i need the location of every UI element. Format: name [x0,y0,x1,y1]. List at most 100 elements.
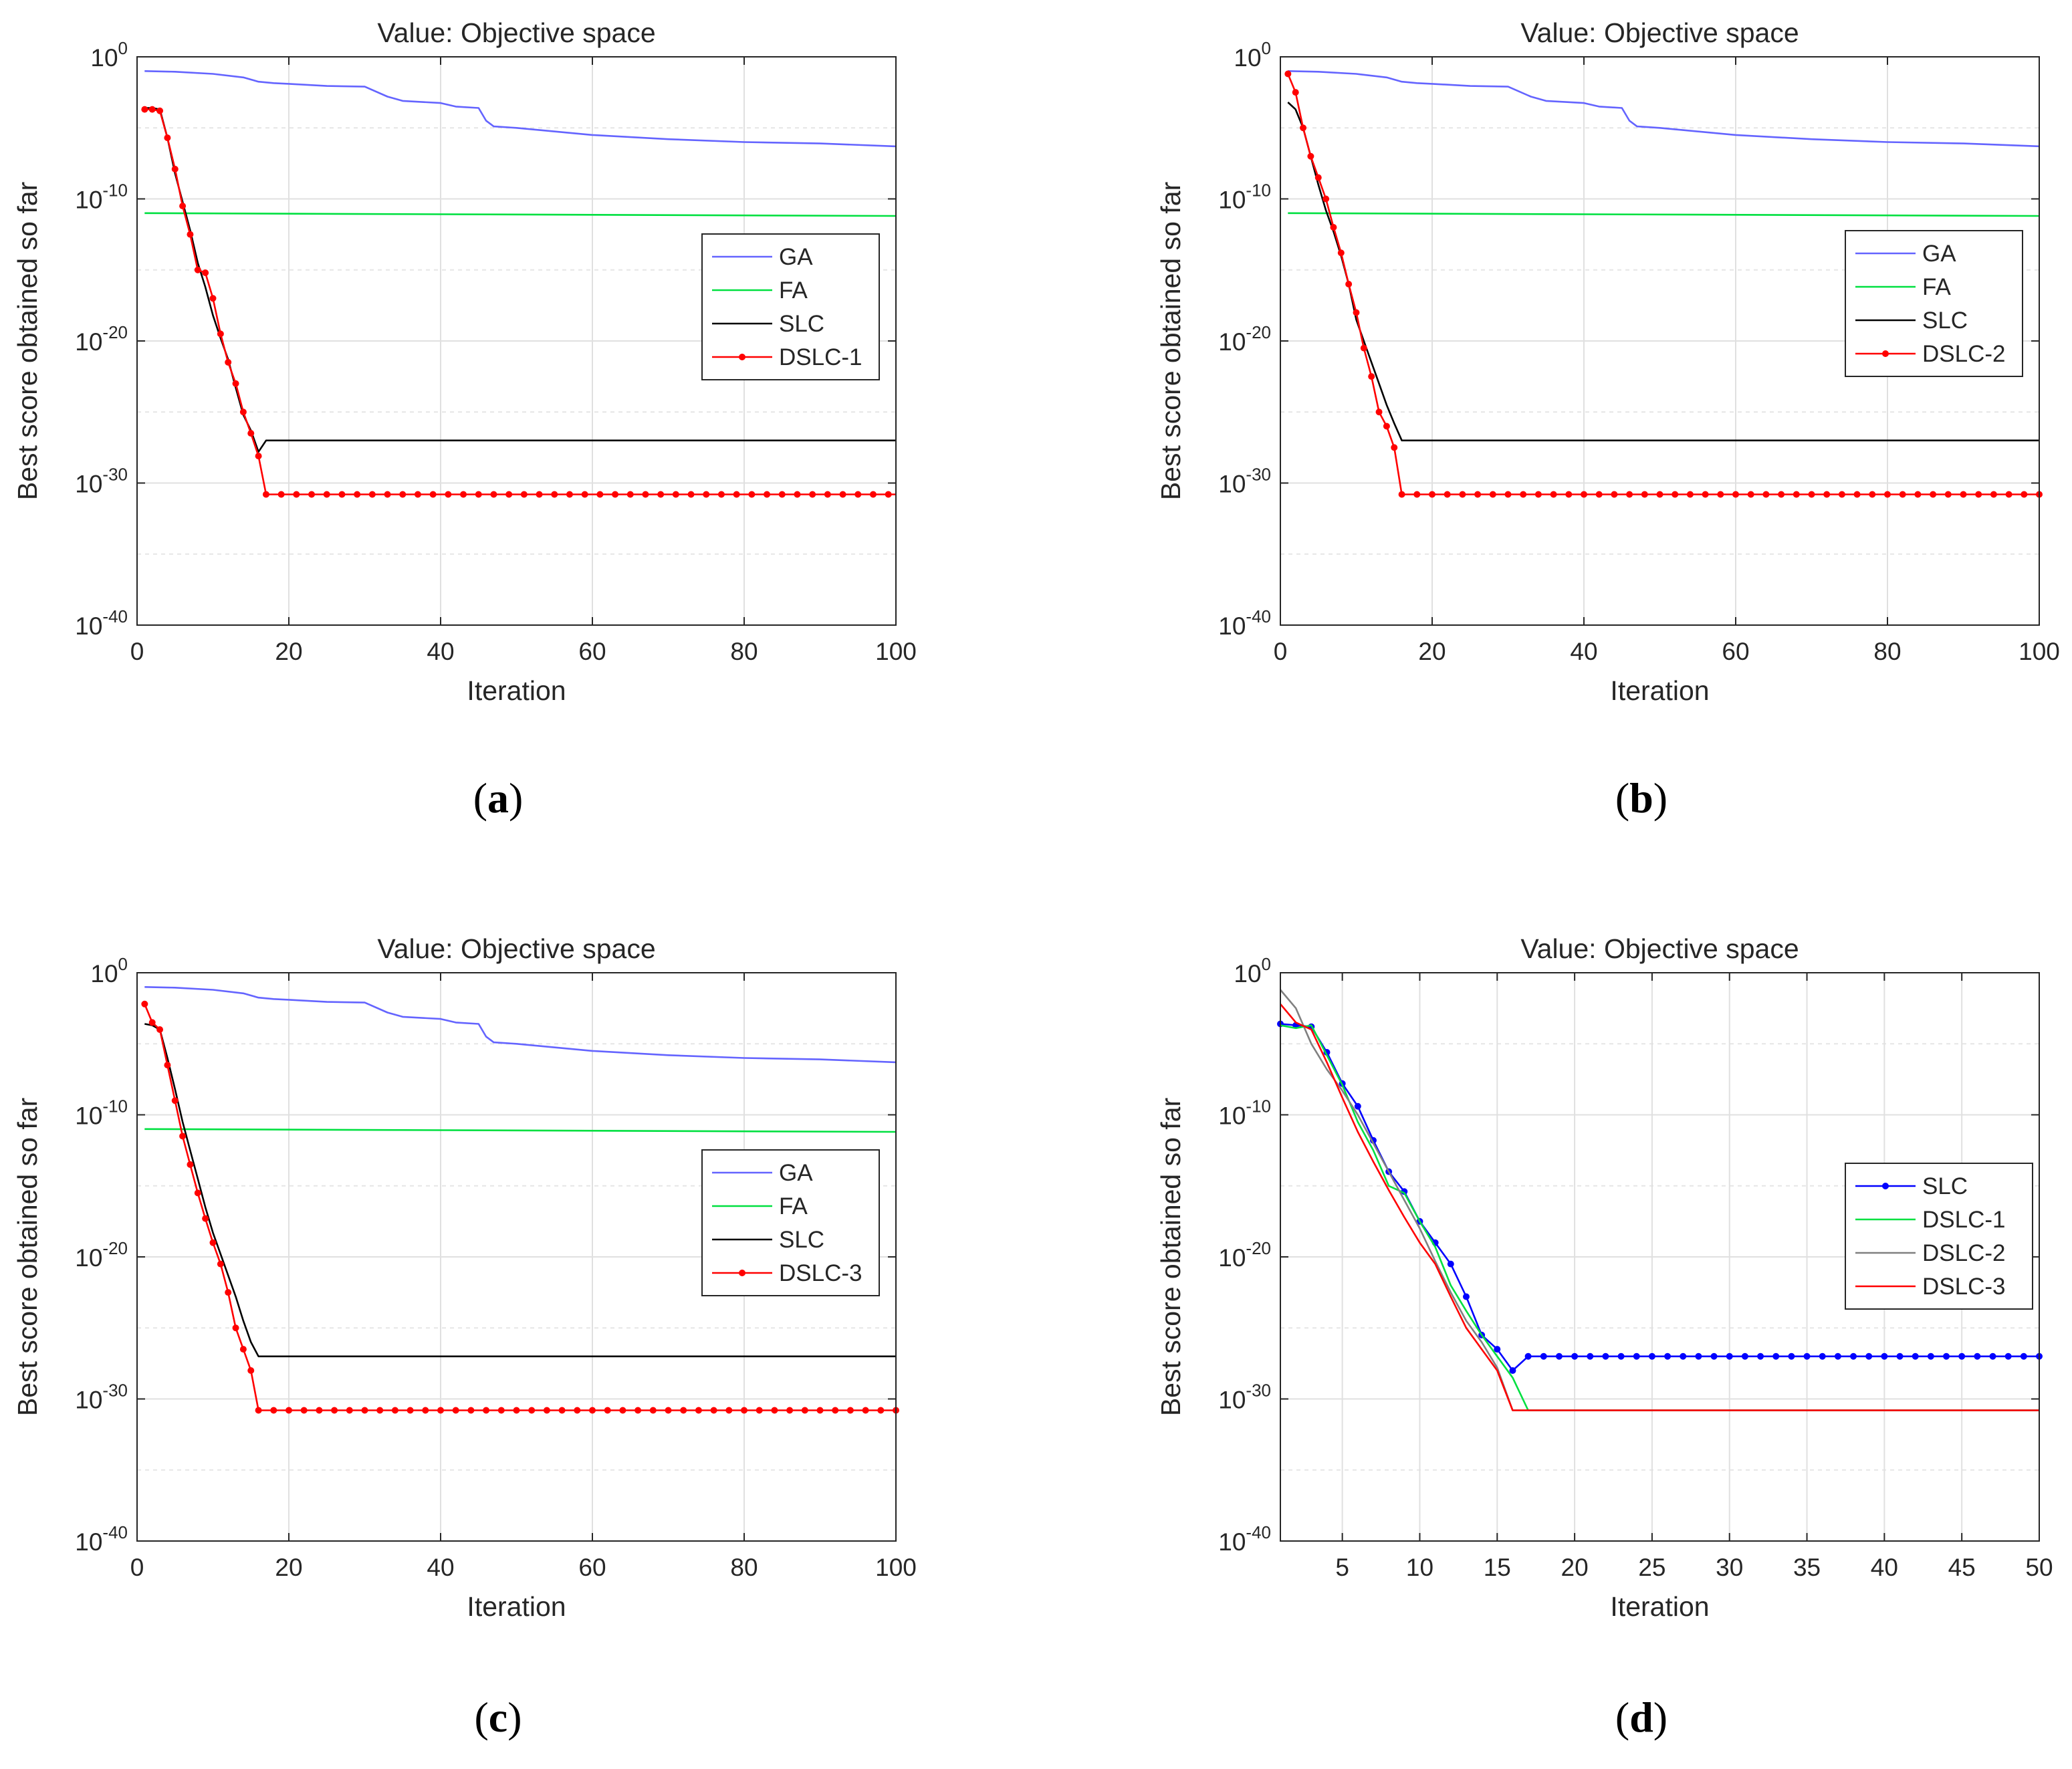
x-tick-label: 15 [1484,1554,1511,1581]
data-point [247,430,255,437]
data-point [1672,491,1679,498]
data-point [1345,281,1353,287]
x-tick-label: 40 [1570,638,1597,665]
y-axis-label: Best score obtained so far [1155,182,1186,500]
data-point [316,1407,323,1414]
data-point [2021,491,2028,498]
y-tick-label: 10-10 [1218,1096,1271,1130]
data-point [1702,491,1709,498]
data-point [247,1367,255,1374]
data-point [1943,1352,1950,1360]
data-point [1391,444,1398,451]
data-point [194,266,201,273]
data-point [1330,224,1337,231]
data-point [528,1407,536,1414]
data-point [1823,491,1831,498]
data-point [1912,1352,1919,1360]
data-point [164,1062,171,1069]
legend: SLC DSLC-1 DSLC-2 DSLC-3 [1845,1163,2033,1310]
data-point [1565,491,1573,498]
data-point [1899,491,1906,498]
y-tick-label: 10-30 [1218,465,1271,498]
data-point [338,491,346,498]
legend-label-ga: GA [779,244,813,270]
legend: GA FA SLC DSLC-1 [701,233,880,380]
panel-label: (d) [1615,1693,1667,1741]
data-point [642,491,649,498]
data-point [445,491,452,498]
legend-label-fa: FA [779,1193,808,1219]
data-point [490,491,497,498]
data-point [733,491,740,498]
chart-panel-b: 0 20 40 60 80 100 100 10-10 10-20 10-30 10-40 Value… [1155,17,2060,822]
data-point [202,1215,209,1222]
data-point [1989,1352,1996,1360]
data-point [1444,491,1451,498]
data-point [612,491,619,498]
series-line-slc [144,1023,896,1358]
data-point [1314,174,1322,181]
data-point [536,491,543,498]
data-point [1337,249,1345,257]
y-tick-label: 10-20 [75,322,128,356]
y-tick-label: 10-40 [1218,1522,1271,1556]
series-line-fa [144,1128,897,1133]
data-point [1611,491,1618,498]
data-point [179,203,187,210]
data-point [741,1407,747,1414]
data-point [239,408,247,416]
data-point [566,491,573,498]
x-tick-label: 20 [1418,638,1446,665]
data-point [187,1161,194,1168]
data-point [839,491,846,498]
data-point [1617,1352,1625,1360]
data-point [376,1407,384,1414]
x-tick-label: 100 [2019,638,2060,665]
data-point [209,1239,217,1246]
data-point [543,1407,550,1414]
data-point [1927,1352,1934,1360]
data-point [1838,491,1845,498]
panel-label: (a) [473,774,524,822]
x-tick-label: 80 [1873,638,1901,665]
data-point [1747,491,1754,498]
chart-title: Value: Objective space [377,17,655,48]
data-point [391,1407,398,1414]
y-tick-label: 10-40 [1218,606,1271,640]
data-point [589,1407,596,1414]
y-tick-label: 10-10 [75,181,128,214]
data-point [1808,491,1815,498]
data-point [786,1407,794,1414]
data-point [1819,1352,1826,1360]
data-point [1803,1352,1811,1360]
legend-label-fa: FA [1922,274,1951,300]
data-point [672,491,679,498]
chart-title: Value: Objective space [1520,17,1799,48]
data-point [414,491,421,498]
data-point [862,1407,869,1414]
data-point [657,491,665,498]
x-tick-label: 40 [427,1554,454,1581]
data-point [703,491,710,498]
data-point [1664,1352,1672,1360]
data-point [604,1407,611,1414]
x-tick-label: 0 [1274,638,1288,665]
data-point [1772,1352,1780,1360]
data-point [225,1289,232,1296]
data-point [1520,491,1527,498]
data-point [1850,1352,1857,1360]
data-point [1710,1352,1718,1360]
y-tick-label: 100 [1234,954,1271,987]
data-point [1300,124,1307,132]
data-point [232,380,239,387]
data-point [1353,309,1360,316]
data-point [141,1000,148,1008]
x-tick-label: 0 [130,638,144,665]
x-tick-label: 60 [578,638,606,665]
x-tick-label: 0 [130,1554,144,1581]
chart-title: Value: Objective space [377,933,655,964]
panel-label: (b) [1615,774,1667,822]
y-tick-label: 10-30 [75,465,128,498]
chart-panel-a: 0 20 40 60 80 100 100 10-10 10-20 10-30 10-40 Value… [12,17,917,822]
x-tick-label: 5 [1335,1554,1349,1581]
